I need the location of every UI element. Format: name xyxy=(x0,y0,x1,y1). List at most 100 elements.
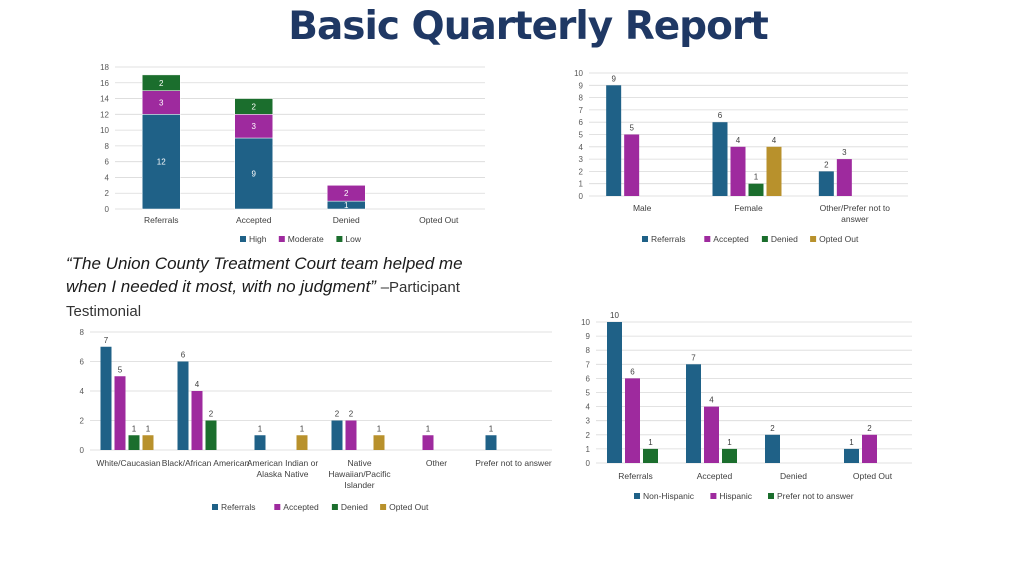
bar xyxy=(422,435,434,450)
legend-label: High xyxy=(249,234,267,244)
legend-swatch xyxy=(810,236,817,242)
data-label: 5 xyxy=(629,124,634,133)
data-label: 1 xyxy=(146,424,151,433)
data-label: 4 xyxy=(195,380,200,389)
y-tick-label: 4 xyxy=(80,387,85,396)
data-label: 6 xyxy=(630,367,635,376)
legend-label: Low xyxy=(345,234,361,244)
legend-swatch xyxy=(212,504,218,510)
y-tick-label: 0 xyxy=(80,446,85,455)
bar xyxy=(142,114,181,210)
data-label: 1 xyxy=(132,424,137,433)
data-label: 7 xyxy=(691,353,696,362)
y-tick-label: 6 xyxy=(586,374,591,383)
data-label: 9 xyxy=(611,74,616,83)
y-tick-label: 4 xyxy=(105,173,110,182)
y-tick-label: 7 xyxy=(586,360,591,369)
legend-label: Prefer not to answer xyxy=(777,491,854,501)
legend-swatch xyxy=(240,236,246,242)
legend-label: Accepted xyxy=(283,502,319,512)
data-label: 2 xyxy=(252,102,257,111)
data-label: 1 xyxy=(754,173,759,182)
x-category-label: Other xyxy=(426,458,447,468)
x-category-label: Black/African American xyxy=(162,458,250,468)
bar xyxy=(205,420,217,450)
y-tick-label: 10 xyxy=(574,69,583,78)
y-tick-label: 2 xyxy=(586,431,591,440)
bar xyxy=(142,435,154,450)
x-category-label: Native Hawaiian/Pacific Islander xyxy=(328,458,391,490)
data-label: 2 xyxy=(159,79,164,88)
bar xyxy=(254,435,266,450)
y-tick-label: 9 xyxy=(579,81,584,90)
bar xyxy=(712,122,728,196)
bar xyxy=(327,185,366,202)
legend-swatch xyxy=(331,504,338,510)
data-label: 4 xyxy=(772,136,777,145)
legend-swatch xyxy=(761,236,768,242)
data-label: 4 xyxy=(709,396,714,405)
data-label: 2 xyxy=(867,424,872,433)
y-tick-label: 10 xyxy=(100,126,109,135)
data-label: 1 xyxy=(344,201,349,210)
y-tick-label: 8 xyxy=(586,346,591,355)
legend-swatch xyxy=(336,236,343,242)
data-label: 1 xyxy=(300,424,305,433)
y-tick-label: 2 xyxy=(579,167,584,176)
bar xyxy=(862,434,877,463)
legend-label: Referrals xyxy=(221,502,255,512)
data-label: 3 xyxy=(159,99,164,108)
bar xyxy=(100,346,112,450)
testimonial-quote: “The Union County Treatment Court team h… xyxy=(66,252,486,323)
bar xyxy=(177,361,189,450)
bar xyxy=(234,98,273,115)
x-category-label: Female xyxy=(734,203,763,213)
y-tick-label: 8 xyxy=(579,94,584,103)
data-label: 2 xyxy=(335,410,340,419)
y-tick-label: 4 xyxy=(586,403,591,412)
bar xyxy=(114,376,126,450)
data-label: 12 xyxy=(157,158,166,167)
bar xyxy=(766,146,782,196)
data-label: 2 xyxy=(209,410,214,419)
data-label: 1 xyxy=(489,424,494,433)
y-tick-label: 8 xyxy=(105,142,110,151)
y-tick-label: 0 xyxy=(105,205,110,214)
data-label: 1 xyxy=(648,438,653,447)
x-category-label: American Indian or Alaska Native xyxy=(247,458,319,479)
y-tick-label: 10 xyxy=(581,318,590,327)
ethnicity-chart: 0 1 2 3 4 5 6 7 8 9 10 Referrals 10 6 1 Accepted 7 4 1 Deni… xyxy=(581,311,912,501)
data-label: 1 xyxy=(727,438,732,447)
data-label: 2 xyxy=(770,424,775,433)
bar xyxy=(844,448,859,463)
bar xyxy=(485,435,497,450)
y-tick-label: 16 xyxy=(100,79,109,88)
legend-swatch xyxy=(710,493,717,499)
y-tick-label: 18 xyxy=(100,63,109,72)
y-tick-label: 1 xyxy=(579,180,584,189)
x-category-label: Denied xyxy=(780,471,807,481)
data-label: 10 xyxy=(610,311,619,320)
data-label: 3 xyxy=(842,148,847,157)
quote-attribution: –Participant Testimonial xyxy=(66,279,460,320)
bar xyxy=(331,420,343,450)
bar xyxy=(234,137,273,210)
bar xyxy=(191,391,203,450)
bar xyxy=(625,378,640,463)
data-label: 5 xyxy=(118,365,123,374)
bar xyxy=(686,364,701,463)
data-label: 2 xyxy=(344,189,349,198)
legend-label: Denied xyxy=(771,234,798,244)
data-label: 1 xyxy=(849,438,854,447)
y-tick-label: 5 xyxy=(586,389,591,398)
bar xyxy=(345,420,357,450)
page-title: Basic Quarterly Report xyxy=(288,4,769,49)
legend-swatch xyxy=(768,493,774,499)
legend-swatch xyxy=(704,236,711,242)
legend-swatch xyxy=(274,504,281,510)
bar xyxy=(836,159,852,196)
data-label: 6 xyxy=(718,111,723,120)
y-tick-label: 3 xyxy=(586,417,591,426)
x-category-label: Male xyxy=(633,203,652,213)
